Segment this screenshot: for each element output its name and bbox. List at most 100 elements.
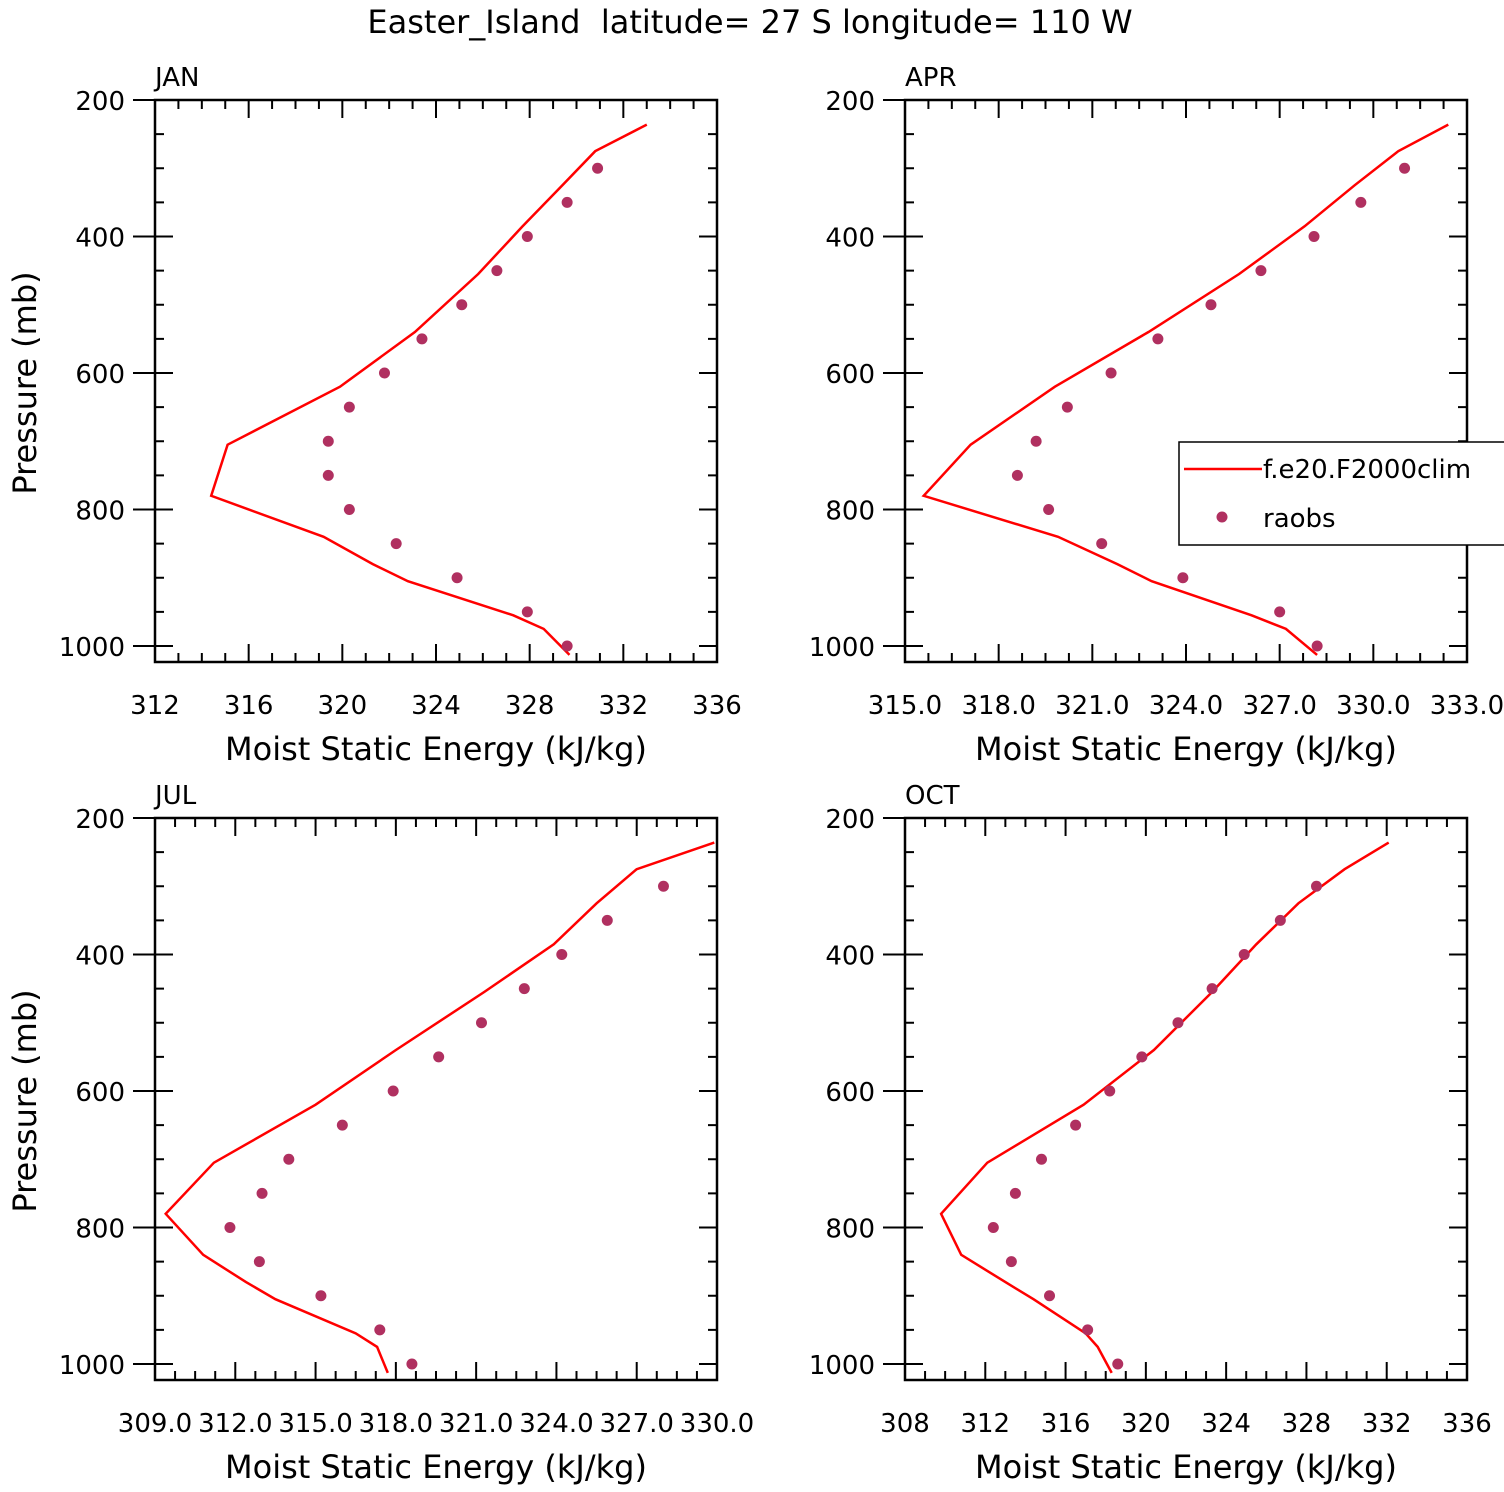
obs-point [1105,367,1117,379]
y-tick-label: 400 [75,224,125,254]
x-axis-label: Moist Static Energy (kJ/kg) [975,1448,1397,1486]
obs-point [556,949,568,960]
panel-jul: 200 400 600 800 1000 309.0 312.0 315.0 318.0 321.… [6,781,754,1486]
obs-point [1096,538,1108,550]
model-line [939,841,1390,1374]
obs-point [1005,1256,1017,1268]
y-tick-label: 200 [75,87,125,117]
x-tick-label: 327.0 [1242,691,1316,721]
x-tick-label: 312 [130,691,180,721]
x-tick-label: 312 [960,1409,1010,1439]
y-tick-label: 400 [825,224,875,254]
obs-point [1274,606,1286,618]
obs-point [1308,231,1320,242]
x-tick-label: 320 [318,691,368,721]
obs-point [1399,162,1411,174]
x-tick-label: 315.0 [868,691,942,721]
y-tick-label: 600 [75,1078,125,1108]
x-tick-label: 316 [224,691,274,721]
x-tick-label: 315.0 [278,1409,352,1439]
y-axis-label: Pressure (mb) [6,271,44,494]
obs-point [1172,1017,1184,1029]
x-tick-label: 324.0 [519,1409,593,1439]
x-tick-label: 332 [599,691,649,721]
obs-point [1238,949,1250,960]
x-tick-label: 318.0 [961,691,1035,721]
x-axis-label: Moist Static Energy (kJ/kg) [975,730,1397,768]
x-tick-label: 328 [505,691,555,721]
obs-point [374,1324,386,1336]
x-tick-label: 327.0 [599,1409,673,1439]
obs-point [1255,265,1267,277]
obs-point [657,880,669,892]
obs-point [283,1153,295,1165]
obs-point [343,401,355,413]
obs-point [322,469,334,481]
obs-point [1082,1324,1094,1336]
obs-point [1030,435,1042,447]
obs-point [561,196,573,208]
plot-frame [903,816,1469,1382]
y-tick-label: 1000 [809,1351,875,1381]
obs-point [987,1222,999,1233]
obs-point [1152,333,1164,345]
obs-point [475,1017,487,1029]
x-tick-label: 321.0 [439,1409,513,1439]
obs-point [1355,196,1367,208]
obs-point [451,572,463,584]
x-tick-label: 316 [1041,1409,1091,1439]
obs-point [1044,1290,1056,1302]
obs-point [343,504,355,515]
legend-box [1178,441,1504,546]
y-tick-label: 600 [75,360,125,390]
x-tick-label: 333.0 [1430,691,1504,721]
y-tick-label: 600 [825,360,875,390]
x-tick-label: 324.0 [1149,691,1223,721]
model-line [921,123,1449,656]
obs-point [1177,572,1189,584]
y-tick-label: 200 [75,805,125,835]
y-tick-label: 600 [825,1078,875,1108]
x-axis-label: Moist Static Energy (kJ/kg) [225,1448,647,1486]
panel-label: OCT [905,781,960,811]
obs-point [456,299,468,311]
figure-title: Easter_Island latitude= 27 S longitude= … [367,3,1132,41]
x-tick-label: 332 [1362,1409,1412,1439]
legend: f.e20.F2000clim raobs [1178,441,1504,546]
x-tick-label: 321.0 [1055,691,1129,721]
x-tick-label: 324 [411,691,461,721]
panel-label: APR [905,63,957,93]
obs-point [1205,299,1217,311]
legend-label-obs: raobs [1263,504,1336,534]
y-tick-label: 1000 [809,633,875,663]
obs-point [256,1187,268,1199]
obs-point [1136,1051,1148,1063]
x-tick-label: 312.0 [198,1409,272,1439]
obs-point [1070,1119,1082,1131]
obs-point [521,231,533,242]
obs-point [1310,880,1322,892]
y-tick-label: 800 [825,1215,875,1245]
obs-point [390,538,402,550]
obs-point [1043,504,1055,515]
x-tick-label: 309.0 [118,1409,192,1439]
obs-point [322,435,334,447]
x-tick-label: 320 [1121,1409,1171,1439]
obs-point [406,1358,418,1370]
obs-point [1311,640,1323,652]
obs-point [1112,1358,1124,1370]
obs-point [315,1290,327,1302]
y-tick-label: 1000 [59,633,125,663]
legend-marker-swatch [1216,511,1228,523]
obs-point [1011,469,1023,481]
x-tick-label: 330.0 [680,1409,754,1439]
obs-point [1274,914,1286,926]
y-tick-label: 400 [75,942,125,972]
x-tick-label: 324 [1201,1409,1251,1439]
x-tick-label: 308 [880,1409,930,1439]
x-tick-label: 336 [1442,1409,1492,1439]
obs-point [433,1051,445,1063]
